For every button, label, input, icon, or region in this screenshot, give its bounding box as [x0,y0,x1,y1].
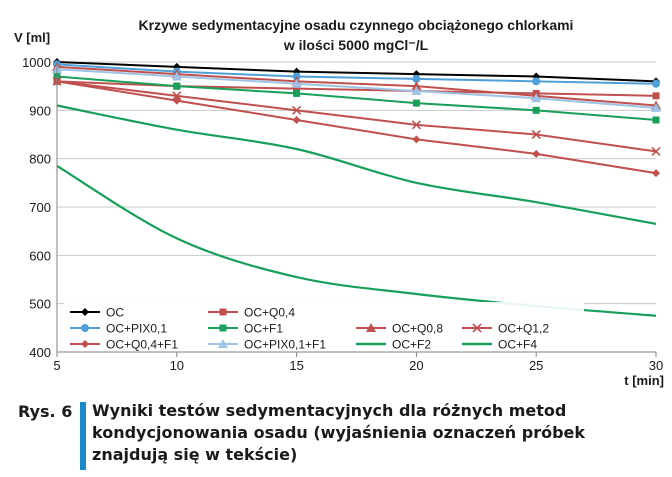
point-oc-q0-4-f1-30 [652,169,660,178]
y-tick-label-700: 700 [29,200,51,215]
legend: OC OC+Q0,4 OC+PIX0,1 OC+F1 OC+Q0,8 OC+Q1,2 OC+… [64,302,584,352]
legend-label: OC+F1 [244,322,283,336]
y-tick-label-400: 400 [29,345,51,360]
figure-caption: Rys. 6 Wyniki testów sedymentacyjnych dl… [18,396,664,474]
point-oc-pix0-1-f1-25 [531,93,542,103]
legend-item-oc-q0-4-f1: OC+Q0,4+F1 [70,338,178,352]
caption-accent-bar [80,402,86,470]
series-line-oc-f4 [56,164,657,317]
point-oc-pix0-1-f1-10 [171,71,182,81]
legend-label: OC+Q0,4+F1 [106,338,178,352]
legend-label: OC+Q0,8 [392,322,443,336]
series-line-oc-pix0-1-f1 [56,68,657,109]
x-tick-label-10: 10 [170,358,184,373]
x-axis-label: t [min] [624,373,664,388]
chart-subtitle: w ilości 5000 mgCl⁻/L [283,37,429,53]
point-oc-q1-2-30 [651,146,661,156]
series-oc-pix0-1-f1 [52,64,661,112]
point-oc-q0-4-f1-10 [172,96,181,105]
legend-swatch-marker [81,324,89,332]
series-oc-pix0-1 [53,60,660,88]
legend-label: OC [106,306,124,320]
y-tick-label-800: 800 [29,152,51,167]
point-oc-q0-8-20 [411,81,422,91]
point-oc-q1-2-15 [292,105,302,115]
point-oc-f1-30 [652,116,660,124]
legend-item-oc-pix0-1-f1: OC+PIX0,1+F1 [208,338,326,352]
point-oc-pix0-1-f1-20 [411,86,422,95]
point-oc-q1-2-20 [411,120,421,130]
figure-number: Rys. 6 [18,402,73,421]
x-tick-label-25: 25 [529,358,543,373]
y-tick-label-600: 600 [29,248,51,263]
x-tick-label-30: 30 [649,358,663,373]
caption-text: Wyniki testów sedymentacyjnych dla różny… [92,401,586,464]
series-oc-f2 [56,104,657,225]
legend-swatch-marker [81,340,89,348]
point-oc-f1-25 [532,106,540,114]
legend-item-oc-q0-4: OC+Q0,4 [208,306,295,320]
series-line-oc [56,61,657,83]
series-line-oc-f2 [56,104,657,225]
y-axis-label: V [ml] [14,30,50,45]
x-tick-label-20: 20 [409,358,423,373]
series-line-oc-q1-2 [56,80,657,153]
legend-background [64,302,584,350]
point-oc-pix0-1-20 [412,74,421,83]
axes [56,62,657,357]
x-tick-label-15: 15 [289,358,303,373]
legend-item-oc-q1-2: OC+Q1,2 [462,322,549,336]
point-oc-f1-20 [412,99,420,107]
point-oc-q0-4-f1-20 [412,135,421,144]
legend-label: OC+Q1,2 [498,322,549,336]
series-oc-f4 [56,164,657,317]
chart-title: Krzywe sedymentacyjne osadu czynnego obc… [139,17,574,33]
legend-item-oc: OC [70,306,124,320]
y-tick-label-1000: 1000 [22,55,51,70]
legend-item-oc-pix0-1: OC+PIX0,1 [70,322,167,336]
legend-item-oc-f2: OC+F2 [356,338,431,352]
point-oc-f1-15 [293,89,301,97]
series-oc-q1-2 [52,76,661,156]
legend-swatch-marker [218,339,228,348]
point-oc-q0-4-f1-25 [532,149,541,158]
sedimentation-chart: Krzywe sedymentacyjne osadu czynnego obc… [14,17,664,388]
x-tick-labels: 5 10 15 20 25 30 [53,358,663,373]
legend-label: OC+PIX0,1+F1 [244,338,326,352]
legend-swatch-marker [81,308,89,316]
point-oc-f1-10 [173,82,181,90]
point-oc-q0-4-f1-15 [292,116,301,124]
y-tick-label-500: 500 [29,297,51,312]
point-oc-q1-2-25 [531,129,541,140]
series-group [52,58,661,317]
y-tick-labels: 400 500 600 700 800 900 1000 [22,55,51,360]
legend-label: OC+F2 [392,338,431,352]
series-line-oc-q0-4-f1 [56,80,657,175]
point-oc-q0-4-30 [652,92,660,100]
y-tick-label-900: 900 [29,103,51,118]
legend-swatch-marker [219,308,227,316]
legend-swatch-marker [472,323,482,333]
series-line-oc-pix0-1 [56,63,657,85]
point-oc-pix0-1-f1-30 [651,102,661,112]
legend-item-oc-f1: OC+F1 [208,322,283,336]
series-line-oc-q0-8 [56,65,657,107]
legend-label: OC+PIX0,1 [106,322,167,336]
legend-item-oc-q0-8: OC+Q0,8 [356,322,443,336]
legend-swatch-marker [219,324,227,332]
point-oc-q0-4-15 [293,85,301,93]
point-oc-pix0-1-25 [532,77,541,86]
point-oc-pix0-1-f1-15 [291,78,302,88]
legend-item-oc-f4: OC+F4 [462,338,537,352]
legend-label: OC+Q0,4 [244,306,295,320]
point-oc-q1-2-10 [172,91,182,101]
legend-swatch-marker [366,323,376,332]
legend-label: OC+F4 [498,338,537,352]
x-tick-label-5: 5 [53,358,60,373]
point-oc-pix0-1-30 [652,79,660,88]
series-line-oc-f1 [56,75,657,121]
